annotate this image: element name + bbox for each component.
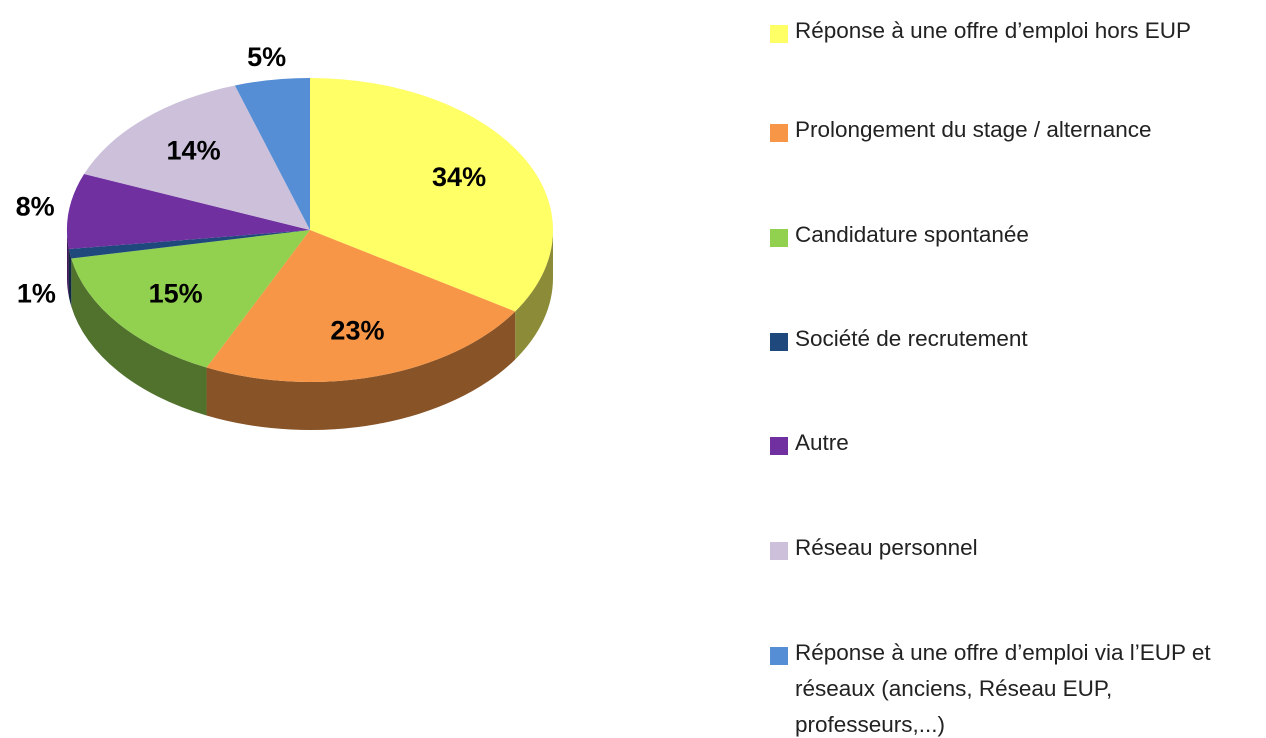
legend-swatch — [770, 229, 788, 247]
slice — [68, 230, 310, 259]
legend-label: Candidature spontanée — [795, 222, 1029, 247]
legend-label: Réponse à une offre d’emploi via l’EUP e… — [795, 640, 1211, 737]
legend-swatch — [770, 124, 788, 142]
legend-swatch — [770, 333, 788, 351]
slice — [67, 174, 310, 250]
slice-side — [68, 249, 72, 307]
legend-swatch — [770, 25, 788, 43]
data-label: 8% — [16, 191, 55, 221]
slice — [310, 78, 553, 312]
slice-side — [67, 230, 69, 298]
slice — [84, 85, 310, 230]
data-label: 14% — [167, 136, 221, 166]
legend-label: Réponse à une offre d’emploi hors EUP — [795, 18, 1192, 43]
legend-label: Réseau personnel — [795, 535, 978, 560]
slice-side — [206, 311, 516, 430]
slice-side — [515, 230, 553, 360]
legend-label: Société de recrutement — [795, 326, 1028, 351]
legend-label: Autre — [795, 430, 849, 455]
slice-side — [71, 258, 207, 416]
pie-area: 34% 23% 15% 1% 8% 14% 5% — [16, 42, 553, 430]
data-label: 15% — [149, 278, 203, 308]
slice — [234, 78, 310, 230]
legend-swatch — [770, 542, 788, 560]
legend-swatch — [770, 647, 788, 665]
legend-label: Prolongement du stage / alternance — [795, 117, 1152, 142]
data-label: 5% — [247, 42, 286, 72]
slice — [206, 230, 516, 382]
data-label: 34% — [432, 162, 486, 192]
data-label: 23% — [330, 315, 384, 345]
legend-swatch — [770, 437, 788, 455]
data-label: 1% — [17, 279, 56, 309]
slice — [71, 230, 310, 368]
